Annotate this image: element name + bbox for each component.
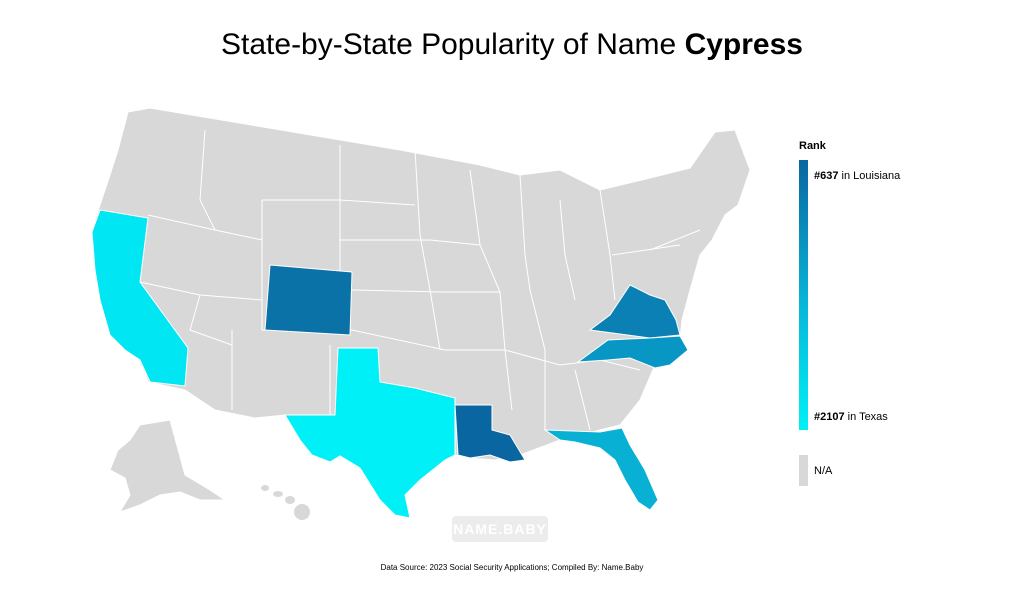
legend-top-rank: #637: [814, 170, 839, 182]
legend-bottom-label: #2107 in Texas: [814, 411, 888, 423]
title-prefix: State-by-State Popularity of Name: [221, 28, 685, 61]
state-florida: [543, 427, 659, 511]
state-california: [91, 209, 189, 387]
legend-bottom-rank: #2107: [814, 411, 845, 423]
state-wyoming: [264, 264, 353, 336]
data-source-note: Data Source: 2023 Social Security Applic…: [380, 563, 644, 572]
na-label: N/A: [814, 465, 833, 477]
legend-top-label: #637 in Louisiana: [814, 170, 900, 182]
state-north-carolina: [576, 335, 689, 369]
legend-title: Rank: [799, 140, 826, 152]
title-name: Cypress: [684, 28, 803, 61]
page-title: State-by-State Popularity of Name Cypres…: [0, 28, 1024, 62]
state-borders: [139, 129, 701, 431]
state-texas: [284, 347, 456, 519]
state-hawaii: [261, 485, 310, 520]
legend-top-state: in Louisiana: [838, 170, 901, 182]
state-louisiana: [454, 404, 526, 463]
legend-bottom-state: in Texas: [844, 411, 888, 423]
na-swatch: [799, 455, 808, 486]
watermark-logo: NAME.BABY: [452, 516, 548, 542]
rank-color-scale: [799, 160, 808, 430]
state-alaska: [109, 419, 227, 513]
